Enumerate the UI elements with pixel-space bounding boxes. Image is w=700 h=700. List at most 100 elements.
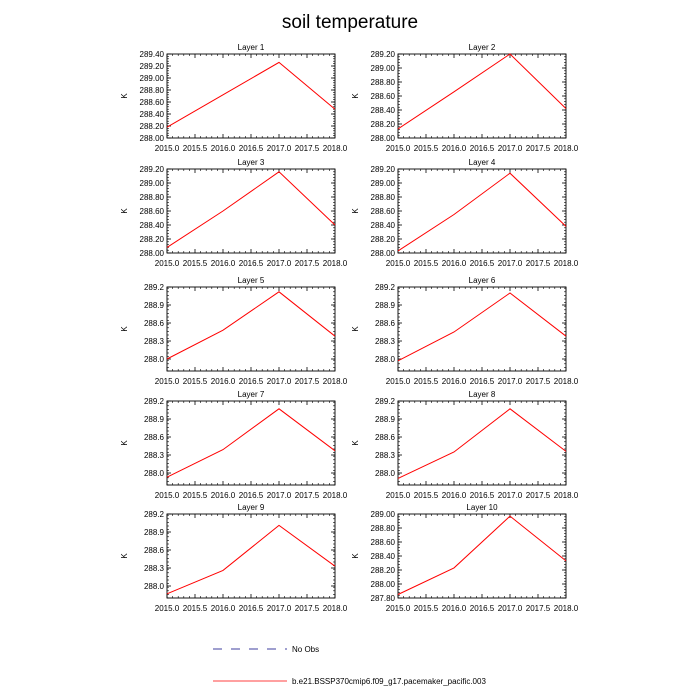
x-tick-label: 2018.0 [554,259,579,268]
y-tick-label: 288.0 [144,582,165,591]
y-tick-label: 289.00 [140,74,165,83]
y-tick-label: 288.00 [371,580,396,589]
x-tick-label: 2018.0 [554,144,579,153]
y-axis-label-layer-1: K [120,93,129,99]
y-tick-label: 289.40 [140,50,165,59]
x-tick-label: 2018.0 [323,259,348,268]
x-tick-label: 2018.0 [554,491,579,500]
y-tick-label: 288.40 [140,221,165,230]
x-tick-label: 2017.5 [295,604,320,613]
x-tick-label: 2015.5 [183,144,208,153]
y-tick-label: 289.00 [371,510,396,519]
series-line-layer-3 [166,171,336,248]
plot-frame-layer-4 [397,168,567,254]
y-tick-label: 288.20 [371,120,396,129]
x-tick-label: 2015.0 [155,144,180,153]
y-tick-label: 287.80 [371,594,396,603]
x-tick-label: 2017.0 [498,259,523,268]
x-tick-label: 2016.5 [470,259,495,268]
plot-frame-layer-6 [397,286,567,372]
legend: No Obs b.e21.BSSP370cmip6.f09_g17.pacema… [213,645,486,686]
x-tick-label: 2015.5 [414,144,439,153]
x-tick-label: 2016.0 [442,604,467,613]
y-tick-label: 288.6 [144,433,165,442]
y-tick-label: 288.80 [371,78,396,87]
x-tick-label: 2017.5 [526,491,551,500]
y-axis-label-layer-7: K [120,440,129,446]
y-tick-label: 288.80 [371,193,396,202]
y-tick-label: 289.20 [140,62,165,71]
panel-title-layer-8: Layer 8 [469,390,496,399]
x-tick-label: 2015.5 [183,259,208,268]
y-axis-label-layer-9: K [120,553,129,559]
y-axis-label-layer-4: K [351,208,360,214]
legend-label-no-obs: No Obs [292,645,319,654]
series-line-layer-8 [397,408,567,479]
x-tick-label: 2015.0 [155,259,180,268]
x-tick-label: 2018.0 [323,491,348,500]
y-tick-label: 289.2 [375,397,396,406]
series-line-layer-9 [166,524,336,595]
y-tick-label: 288.3 [375,451,396,460]
x-tick-label: 2015.0 [386,144,411,153]
x-tick-label: 2015.5 [414,491,439,500]
x-tick-label: 2016.0 [211,604,236,613]
y-tick-label: 289.20 [371,50,396,59]
x-tick-label: 2017.5 [295,377,320,386]
x-tick-label: 2015.0 [386,377,411,386]
y-axis-label-layer-10: K [351,553,360,559]
plot-frame-layer-5 [166,286,336,372]
y-axis-label-layer-3: K [120,208,129,214]
x-tick-label: 2016.0 [211,377,236,386]
y-tick-label: 288.6 [375,319,396,328]
x-tick-label: 2017.5 [295,144,320,153]
y-tick-label: 288.60 [140,98,165,107]
y-tick-label: 288.3 [144,337,165,346]
y-tick-label: 288.80 [371,524,396,533]
x-tick-label: 2016.5 [239,144,264,153]
x-tick-label: 2017.0 [267,491,292,500]
plot-frame-layer-8 [397,400,567,486]
y-tick-label: 288.80 [140,86,165,95]
panel-title-layer-5: Layer 5 [238,276,265,285]
y-tick-label: 288.0 [144,469,165,478]
legend-item-run: b.e21.BSSP370cmip6.f09_g17.pacemaker_pac… [213,677,486,686]
y-axis-label-layer-6: K [351,326,360,332]
panel-title-layer-1: Layer 1 [238,43,265,52]
x-tick-label: 2017.0 [267,259,292,268]
y-tick-label: 288.00 [140,249,165,258]
y-tick-label: 288.60 [371,538,396,547]
y-tick-label: 288.9 [375,415,396,424]
panel-title-layer-10: Layer 10 [466,503,498,512]
x-tick-label: 2016.5 [470,144,495,153]
x-tick-label: 2018.0 [554,377,579,386]
y-tick-label: 288.0 [375,355,396,364]
y-tick-label: 289.00 [371,64,396,73]
x-tick-label: 2015.5 [183,491,208,500]
x-tick-label: 2017.5 [526,377,551,386]
x-tick-label: 2015.0 [386,604,411,613]
series-line-layer-6 [397,292,567,362]
x-tick-label: 2016.0 [442,377,467,386]
y-axis-label-layer-2: K [351,93,360,99]
x-tick-label: 2018.0 [323,144,348,153]
y-tick-label: 289.2 [375,283,396,292]
y-tick-label: 288.60 [140,207,165,216]
y-tick-label: 289.2 [144,283,165,292]
y-tick-label: 288.20 [371,235,396,244]
x-tick-label: 2017.5 [526,259,551,268]
series-line-layer-4 [397,172,567,252]
x-tick-label: 2015.5 [414,377,439,386]
x-tick-label: 2016.5 [470,604,495,613]
legend-label-run: b.e21.BSSP370cmip6.f09_g17.pacemaker_pac… [292,677,486,686]
x-tick-label: 2015.5 [414,259,439,268]
y-tick-label: 288.40 [140,110,165,119]
x-tick-label: 2017.0 [498,491,523,500]
series-line-layer-1 [166,61,336,128]
